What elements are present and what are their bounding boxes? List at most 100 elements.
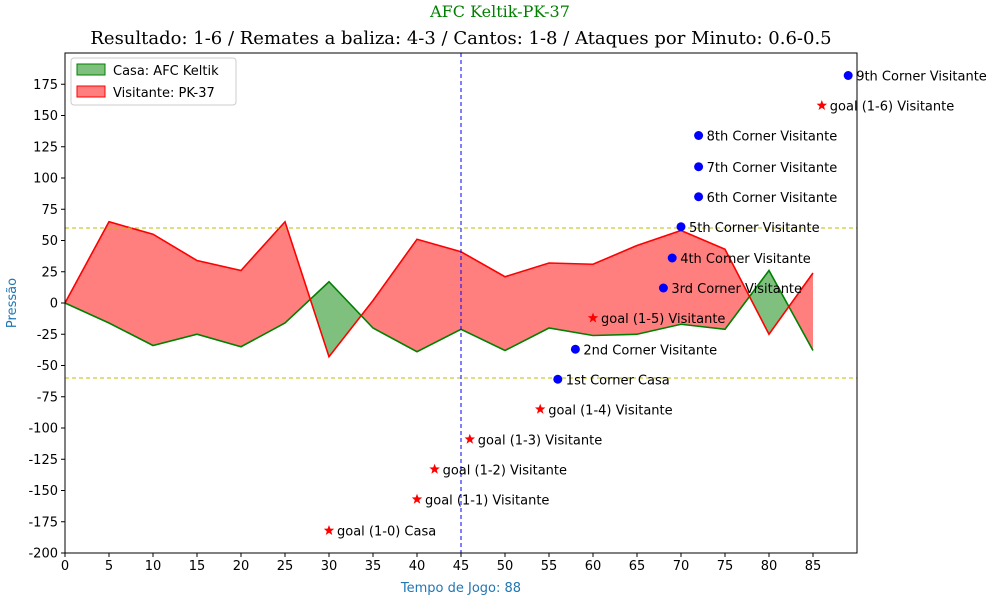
x-tick-label: 50 xyxy=(497,559,514,574)
corner-marker xyxy=(658,283,668,293)
corner-marker xyxy=(553,374,563,384)
x-tick-label: 35 xyxy=(365,559,382,574)
away-pressure-fill xyxy=(285,221,311,323)
chart-title: Resultado: 1-6 / Remates a baliza: 4-3 /… xyxy=(90,28,831,49)
chart-legend: Casa: AFC Keltik Visitante: PK-37 xyxy=(70,57,237,106)
y-tick-label: 175 xyxy=(33,78,58,93)
x-tick-label: 40 xyxy=(409,559,426,574)
legend-swatch-home xyxy=(76,63,106,76)
x-tick-label: 80 xyxy=(761,559,778,574)
x-tick-label: 65 xyxy=(629,559,646,574)
x-tick-label: 20 xyxy=(233,559,250,574)
home-pressure-fill xyxy=(310,281,329,357)
x-tick-label: 45 xyxy=(453,559,470,574)
goal-event-label: goal (1-2) Visitante xyxy=(443,463,567,478)
legend-frame xyxy=(70,57,237,106)
x-tick-label: 70 xyxy=(673,559,690,574)
home-pressure-fill xyxy=(749,270,769,335)
x-tick-label: 25 xyxy=(277,559,294,574)
x-tick-label: 85 xyxy=(805,559,822,574)
goal-marker xyxy=(816,100,828,110)
goal-marker xyxy=(429,463,440,474)
corner-marker xyxy=(694,162,704,172)
y-tick-label: 25 xyxy=(41,265,58,280)
chart-suptitle: AFC Keltik-PK-37 xyxy=(429,2,570,21)
y-tick-label: 50 xyxy=(41,234,58,249)
y-tick-label: 100 xyxy=(33,172,58,187)
corner-marker xyxy=(676,222,686,232)
goal-marker xyxy=(534,403,546,414)
away-pressure-fill xyxy=(461,251,505,351)
x-tick-label: 5 xyxy=(105,559,113,574)
x-tick-label: 60 xyxy=(585,559,602,574)
away-pressure-fill xyxy=(197,260,241,347)
y-tick-label: -125 xyxy=(28,453,58,468)
y-tick-label: -175 xyxy=(28,515,58,530)
home-pressure-fill xyxy=(769,270,789,335)
goal-marker xyxy=(587,312,599,323)
away-pressure-fill xyxy=(109,221,153,346)
away-pressure-fill xyxy=(725,249,750,330)
plot-area: 0 5 10 15 20 25 30 35 40 45 50 55 60 65 70 75 80 85 -200 -1… xyxy=(28,52,987,574)
x-tick-label: 55 xyxy=(541,559,558,574)
y-axis-label: Pressão xyxy=(5,278,20,328)
home-pressure-fill xyxy=(329,281,362,357)
away-pressure-fill xyxy=(788,273,813,351)
x-tick-label: 15 xyxy=(189,559,206,574)
away-pressure-fill xyxy=(373,239,417,352)
goal-event-label: goal (1-3) Visitante xyxy=(478,433,602,448)
x-tick-label: 75 xyxy=(717,559,734,574)
x-tick-label: 30 xyxy=(321,559,338,574)
y-tick-label: -150 xyxy=(28,484,58,499)
away-pressure-fill xyxy=(65,221,109,323)
goal-event-label: goal (1-1) Visitante xyxy=(425,493,549,508)
y-tick-label: -50 xyxy=(37,359,58,374)
x-tick-label: 10 xyxy=(145,559,162,574)
y-tick-label: -200 xyxy=(28,547,58,562)
corner-event-label: 7th Corner Visitante xyxy=(707,161,838,176)
corner-event-label: 2nd Corner Visitante xyxy=(583,343,717,358)
corner-marker xyxy=(843,71,853,80)
goal-event-label: goal (1-4) Visitante xyxy=(548,403,672,418)
goal-marker xyxy=(464,433,476,444)
away-pressure-fill xyxy=(593,245,637,336)
goal-marker xyxy=(323,525,335,535)
y-tick-label: -100 xyxy=(28,422,58,437)
legend-label-away: Visitante: PK-37 xyxy=(113,86,215,101)
away-pressure-line xyxy=(64,220,814,359)
corner-marker xyxy=(694,131,704,140)
away-pressure-fill xyxy=(681,230,725,330)
y-tick-label: -25 xyxy=(37,328,58,343)
corner-event-label: 9th Corner Visitante xyxy=(856,70,987,85)
corner-event-label: 4th Corner Visitante xyxy=(680,252,811,267)
corner-marker xyxy=(570,344,580,354)
corner-event-label: 6th Corner Visitante xyxy=(707,191,838,206)
y-tick-label: 125 xyxy=(33,140,58,155)
away-pressure-fill xyxy=(241,221,285,347)
corner-event-label: 1st Corner Casa xyxy=(566,373,670,388)
goal-event-label: goal (1-5) Visitante xyxy=(601,312,725,327)
away-pressure-fill xyxy=(549,263,593,336)
corner-event-label: 3rd Corner Visitante xyxy=(671,282,802,297)
away-pressure-fill xyxy=(153,234,197,346)
y-tick-label: 150 xyxy=(33,109,58,124)
legend-swatch-away xyxy=(76,85,106,98)
legend-label-home: Casa: AFC Keltik xyxy=(113,64,219,79)
away-pressure-fill xyxy=(361,300,373,328)
x-tick-label: 0 xyxy=(61,559,69,574)
y-tick-label: -75 xyxy=(37,390,58,405)
goal-event-label: goal (1-6) Visitante xyxy=(830,100,954,115)
home-pressure-line xyxy=(64,269,814,353)
corner-marker xyxy=(694,192,704,202)
away-pressure-fill xyxy=(505,263,549,351)
x-axis-label: Tempo de Jogo: 88 xyxy=(400,581,521,596)
corner-event-label: 8th Corner Visitante xyxy=(707,130,838,145)
y-tick-label: 0 xyxy=(50,297,58,312)
goal-marker xyxy=(411,493,423,504)
corner-marker xyxy=(667,253,677,263)
away-pressure-fill xyxy=(417,239,461,352)
y-tick-label: 75 xyxy=(41,203,58,218)
goal-event-label: goal (1-0) Casa xyxy=(337,525,436,540)
corner-event-label: 5th Corner Visitante xyxy=(689,221,820,236)
